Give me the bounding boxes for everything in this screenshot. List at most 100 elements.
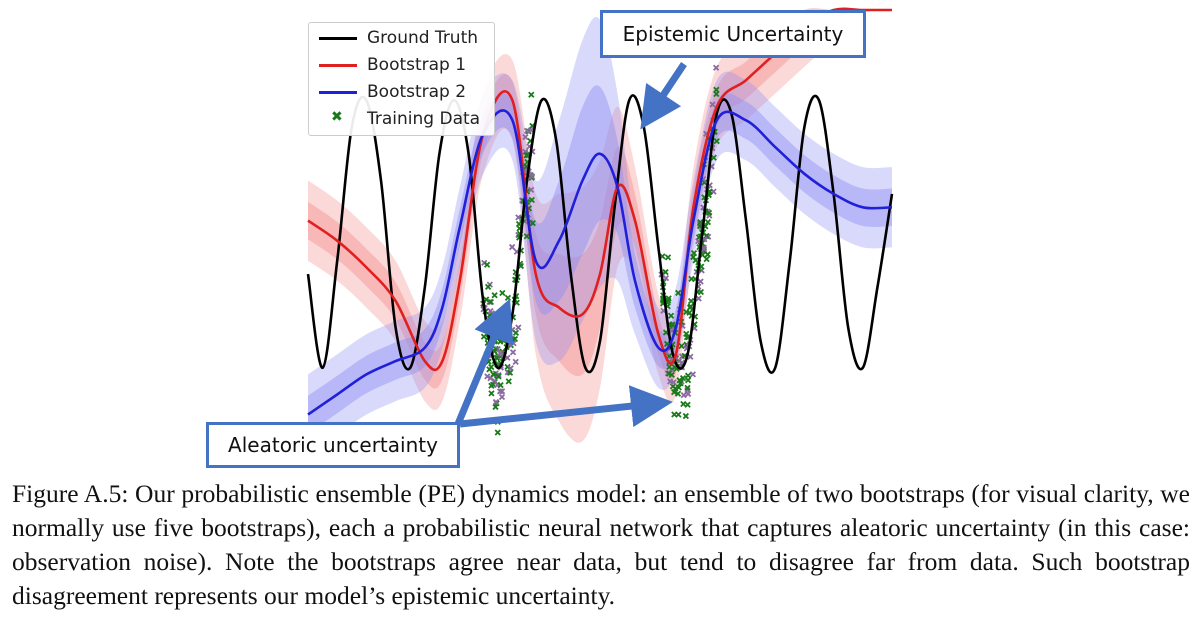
training-data-point (494, 429, 501, 436)
training-data-point (684, 390, 692, 398)
series-lines (306, 7, 894, 416)
training-data-point (528, 173, 536, 180)
training-data-point (506, 369, 514, 376)
training-data-point (687, 297, 695, 305)
training-data-point (704, 251, 711, 258)
training-data-point (690, 253, 697, 261)
training-data-point (508, 243, 516, 251)
aleatoric-uncertainty-callout: Aleatoric uncertainty (206, 422, 460, 468)
training-data-point (496, 388, 504, 395)
legend-label: Ground Truth (367, 28, 479, 48)
training-data-point (515, 324, 522, 331)
training-data-point (684, 384, 691, 392)
legend-entry-training-data: ✖ Training Data (309, 106, 494, 132)
training-data-point (523, 233, 530, 240)
training-data-point (680, 400, 687, 408)
training-data-point (713, 90, 720, 98)
annotation-arrows (454, 62, 687, 428)
training-data-point (491, 292, 498, 299)
aleatoric-arrow-right (459, 385, 673, 428)
uncertainty-chart (306, 7, 894, 455)
training-data-point (665, 370, 673, 377)
training-data-point (687, 303, 694, 310)
training-data-point (695, 237, 702, 245)
training-data-point (709, 101, 716, 108)
training-data-point (686, 309, 693, 316)
training-data-point (484, 373, 491, 380)
bootstrap-2-band-outer (308, 17, 892, 455)
training-data-point (529, 220, 536, 227)
training-data-point (515, 214, 522, 221)
bootstrap-1-band-outer (308, 9, 892, 443)
training-data-point (480, 333, 488, 340)
training-data-point (493, 354, 500, 362)
training-data-point (710, 154, 717, 161)
training-data-point (499, 289, 506, 297)
training-data-point (666, 363, 673, 371)
training-data-point (697, 278, 704, 285)
training-data-point (483, 261, 491, 268)
training-data-point (523, 152, 530, 159)
training-data-point (678, 342, 685, 350)
training-data-point (665, 297, 672, 304)
legend-swatch-bootstrap-2 (319, 91, 357, 94)
training-data-point (704, 218, 712, 226)
training-data-point (484, 283, 492, 290)
epistemic-uncertainty-callout: Epistemic Uncertainty (600, 10, 866, 58)
training-data-point (675, 289, 682, 297)
legend-label: Training Data (367, 109, 481, 129)
training-data-point (504, 315, 512, 322)
training-data-point (490, 371, 497, 378)
legend-entry-ground-truth: Ground Truth (309, 25, 494, 51)
training-data-point (684, 372, 692, 379)
bootstrap-1-band-inner (308, 8, 892, 389)
training-data-point (674, 390, 682, 397)
legend-label: Bootstrap 2 (367, 82, 467, 102)
training-data-point (492, 398, 500, 406)
training-data-point (505, 378, 512, 385)
training-data-point (527, 186, 535, 194)
legend-entry-bootstrap-2: Bootstrap 2 (309, 79, 494, 105)
legend: Ground Truth Bootstrap 1 Bootstrap 2 ✖ T… (308, 22, 495, 136)
legend-entry-bootstrap-1: Bootstrap 1 (309, 52, 494, 78)
training-data-point (712, 64, 720, 71)
figure-caption: Figure A.5: Our probabilistic ensemble (… (12, 479, 1190, 610)
training-data-point (680, 391, 687, 399)
training-data-point (522, 133, 529, 141)
training-data-point (496, 349, 504, 357)
x-marker-icon: ✖ (331, 109, 343, 125)
training-data-point (528, 91, 535, 98)
training-data-point (488, 390, 495, 397)
training-data-point (676, 377, 683, 384)
bootstrap-2-line (307, 109, 893, 416)
training-data-point (682, 412, 689, 420)
training-data-point (669, 321, 676, 328)
training-data-point (662, 274, 670, 282)
training-data-point (528, 196, 535, 204)
training-data-point (705, 209, 713, 216)
training-data-point (523, 127, 531, 134)
epistemic-arrow (640, 62, 687, 130)
training-data-point (509, 349, 517, 356)
training-data-point (667, 312, 675, 319)
legend-swatch-ground-truth (319, 37, 357, 40)
training-data-point (700, 246, 708, 253)
aleatoric-arrow-left (454, 298, 514, 426)
bootstrap-1-line (307, 7, 892, 372)
training-data-point (703, 255, 710, 263)
training-data-point (664, 254, 672, 261)
training-data-point (486, 366, 493, 373)
training-data-point (695, 295, 702, 302)
legend-swatch-bootstrap-1 (319, 64, 357, 67)
training-data-point (675, 384, 682, 391)
training-data-point (512, 329, 520, 337)
training-data-point (671, 411, 678, 418)
ground-truth-line (306, 94, 894, 374)
training-data-point (512, 358, 519, 366)
training-data-point (495, 371, 502, 379)
training-data-point (662, 268, 669, 276)
training-data-point (713, 137, 720, 145)
training-data-point (670, 379, 677, 386)
training-data-point (689, 371, 697, 378)
training-data-point (498, 393, 506, 401)
